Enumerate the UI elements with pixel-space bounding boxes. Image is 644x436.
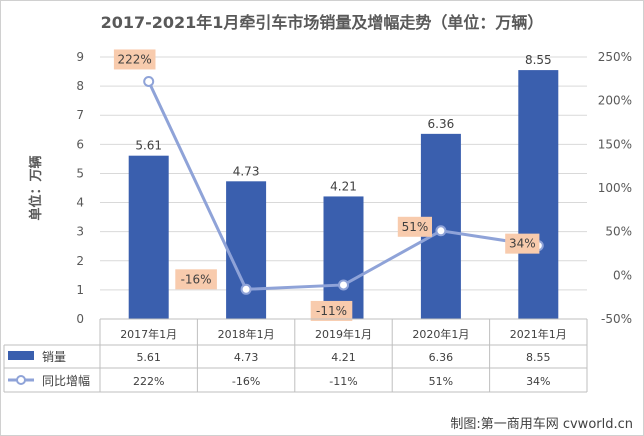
x-tick-label: 2018年1月 [218,327,275,341]
table-cell: -11% [329,375,357,388]
axes: 0 1 2 3 4 5 6 7 8 9 -50% 0% 50% 100% 150% 200% 250% [76,50,632,326]
point-data-label: -11% [316,304,347,318]
bar-data-label: 4.73 [233,164,260,178]
y-tick-label: 9 [76,50,84,64]
line-point [143,75,155,87]
bar-data-label: 5.61 [135,139,162,153]
y-tick-label: 7 [76,108,84,122]
y2-tick-label: 200% [598,94,632,108]
x-tick-label: 2021年1月 [510,327,567,341]
point-label-box [397,216,432,237]
table-cell: 34% [526,375,550,388]
table-cell: 6.36 [429,351,454,364]
y2-tick-label: 0% [613,268,632,282]
y-tick-label: 2 [76,254,84,268]
line-point [435,225,447,237]
legend-bar-swatch [8,351,34,360]
line-series: 222% -16% -11% 51% 34% [113,49,544,321]
y-tick-label: 6 [76,137,84,151]
bar-series: 5.61 4.73 4.21 6.36 8.55 [128,53,559,319]
line-point [338,279,349,291]
bar [323,196,364,319]
legend-bar-label: 销量 [42,350,66,364]
y2-tick-label: 100% [598,181,632,195]
legend-line-label: 同比增幅 [42,373,90,388]
point-data-label: 51% [402,220,429,234]
point-data-label: -16% [181,272,212,286]
table-cell: -16% [232,375,260,388]
bar-data-label: 4.21 [330,179,357,193]
legend-line-marker [16,375,26,385]
bar-data-label: 6.36 [428,117,455,131]
y-tick-label: 0 [76,312,84,326]
table-cell: 4.21 [331,351,356,364]
bar-data-label: 8.55 [525,53,552,67]
y2-tick-label: 250% [598,50,632,64]
y-tick-label: 8 [76,79,84,93]
y-tick-label: 4 [76,196,84,210]
chart-title: 2017-2021年1月牵引车市场销量及增幅走势（单位：万辆） [101,13,544,32]
point-label-box [175,269,217,290]
point-data-label: 222% [118,52,152,66]
y-tick-label: 3 [76,225,84,239]
x-tick-label: 2019年1月 [315,327,372,341]
point-label-box [310,300,353,321]
table-cell: 8.55 [526,351,551,364]
table-cell: 222% [133,375,164,388]
table-cell: 4.73 [234,351,259,364]
y2-tick-label: 150% [598,137,632,151]
y2-tick-label: -50% [601,312,632,326]
credit-text: 制图:第一商用车网 cvworld.cn [450,416,633,432]
bar [518,70,559,319]
line-point [240,283,252,295]
y2-tick-label: 50% [605,225,632,239]
bar [128,155,169,319]
table-cell: 51% [429,375,453,388]
point-data-label: 34% [509,237,536,251]
table-cell: 5.61 [136,351,161,364]
data-table: 2017年1月 2018年1月 2019年1月 2020年1月 2021年1月销量同比增… [3,318,588,393]
x-tick-label: 2020年1月 [412,327,469,341]
y-axis-label: 单位：万辆 [28,155,44,220]
x-tick-label: 2017年1月 [120,327,177,341]
y-tick-label: 1 [76,283,84,297]
gridlines [100,56,587,291]
point-label-box [505,233,540,254]
y-tick-label: 5 [76,166,84,180]
point-label-box [113,49,156,70]
bar [226,181,267,319]
